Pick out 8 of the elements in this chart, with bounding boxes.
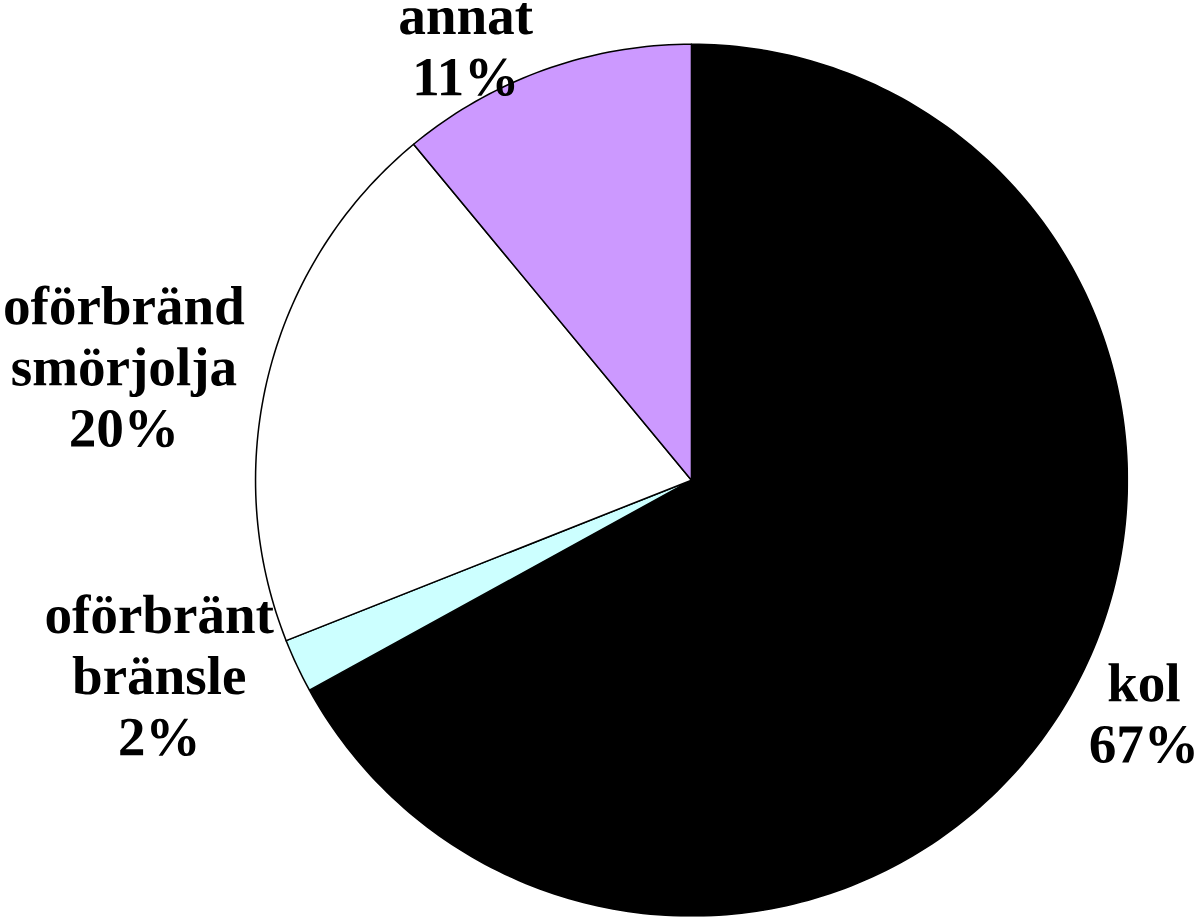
- slice-label: oförbränd smörjolja: [5, 285, 245, 398]
- data-label: 20%: [71, 410, 174, 448]
- slice-label: oförbränt bränsle: [46, 594, 274, 695]
- slice-label: kol: [1108, 663, 1180, 702]
- data-label: 67%: [1090, 725, 1194, 764]
- data-label: 11%: [416, 58, 515, 97]
- slice-label: annat: [400, 3, 533, 35]
- data-label: 2%: [120, 718, 196, 757]
